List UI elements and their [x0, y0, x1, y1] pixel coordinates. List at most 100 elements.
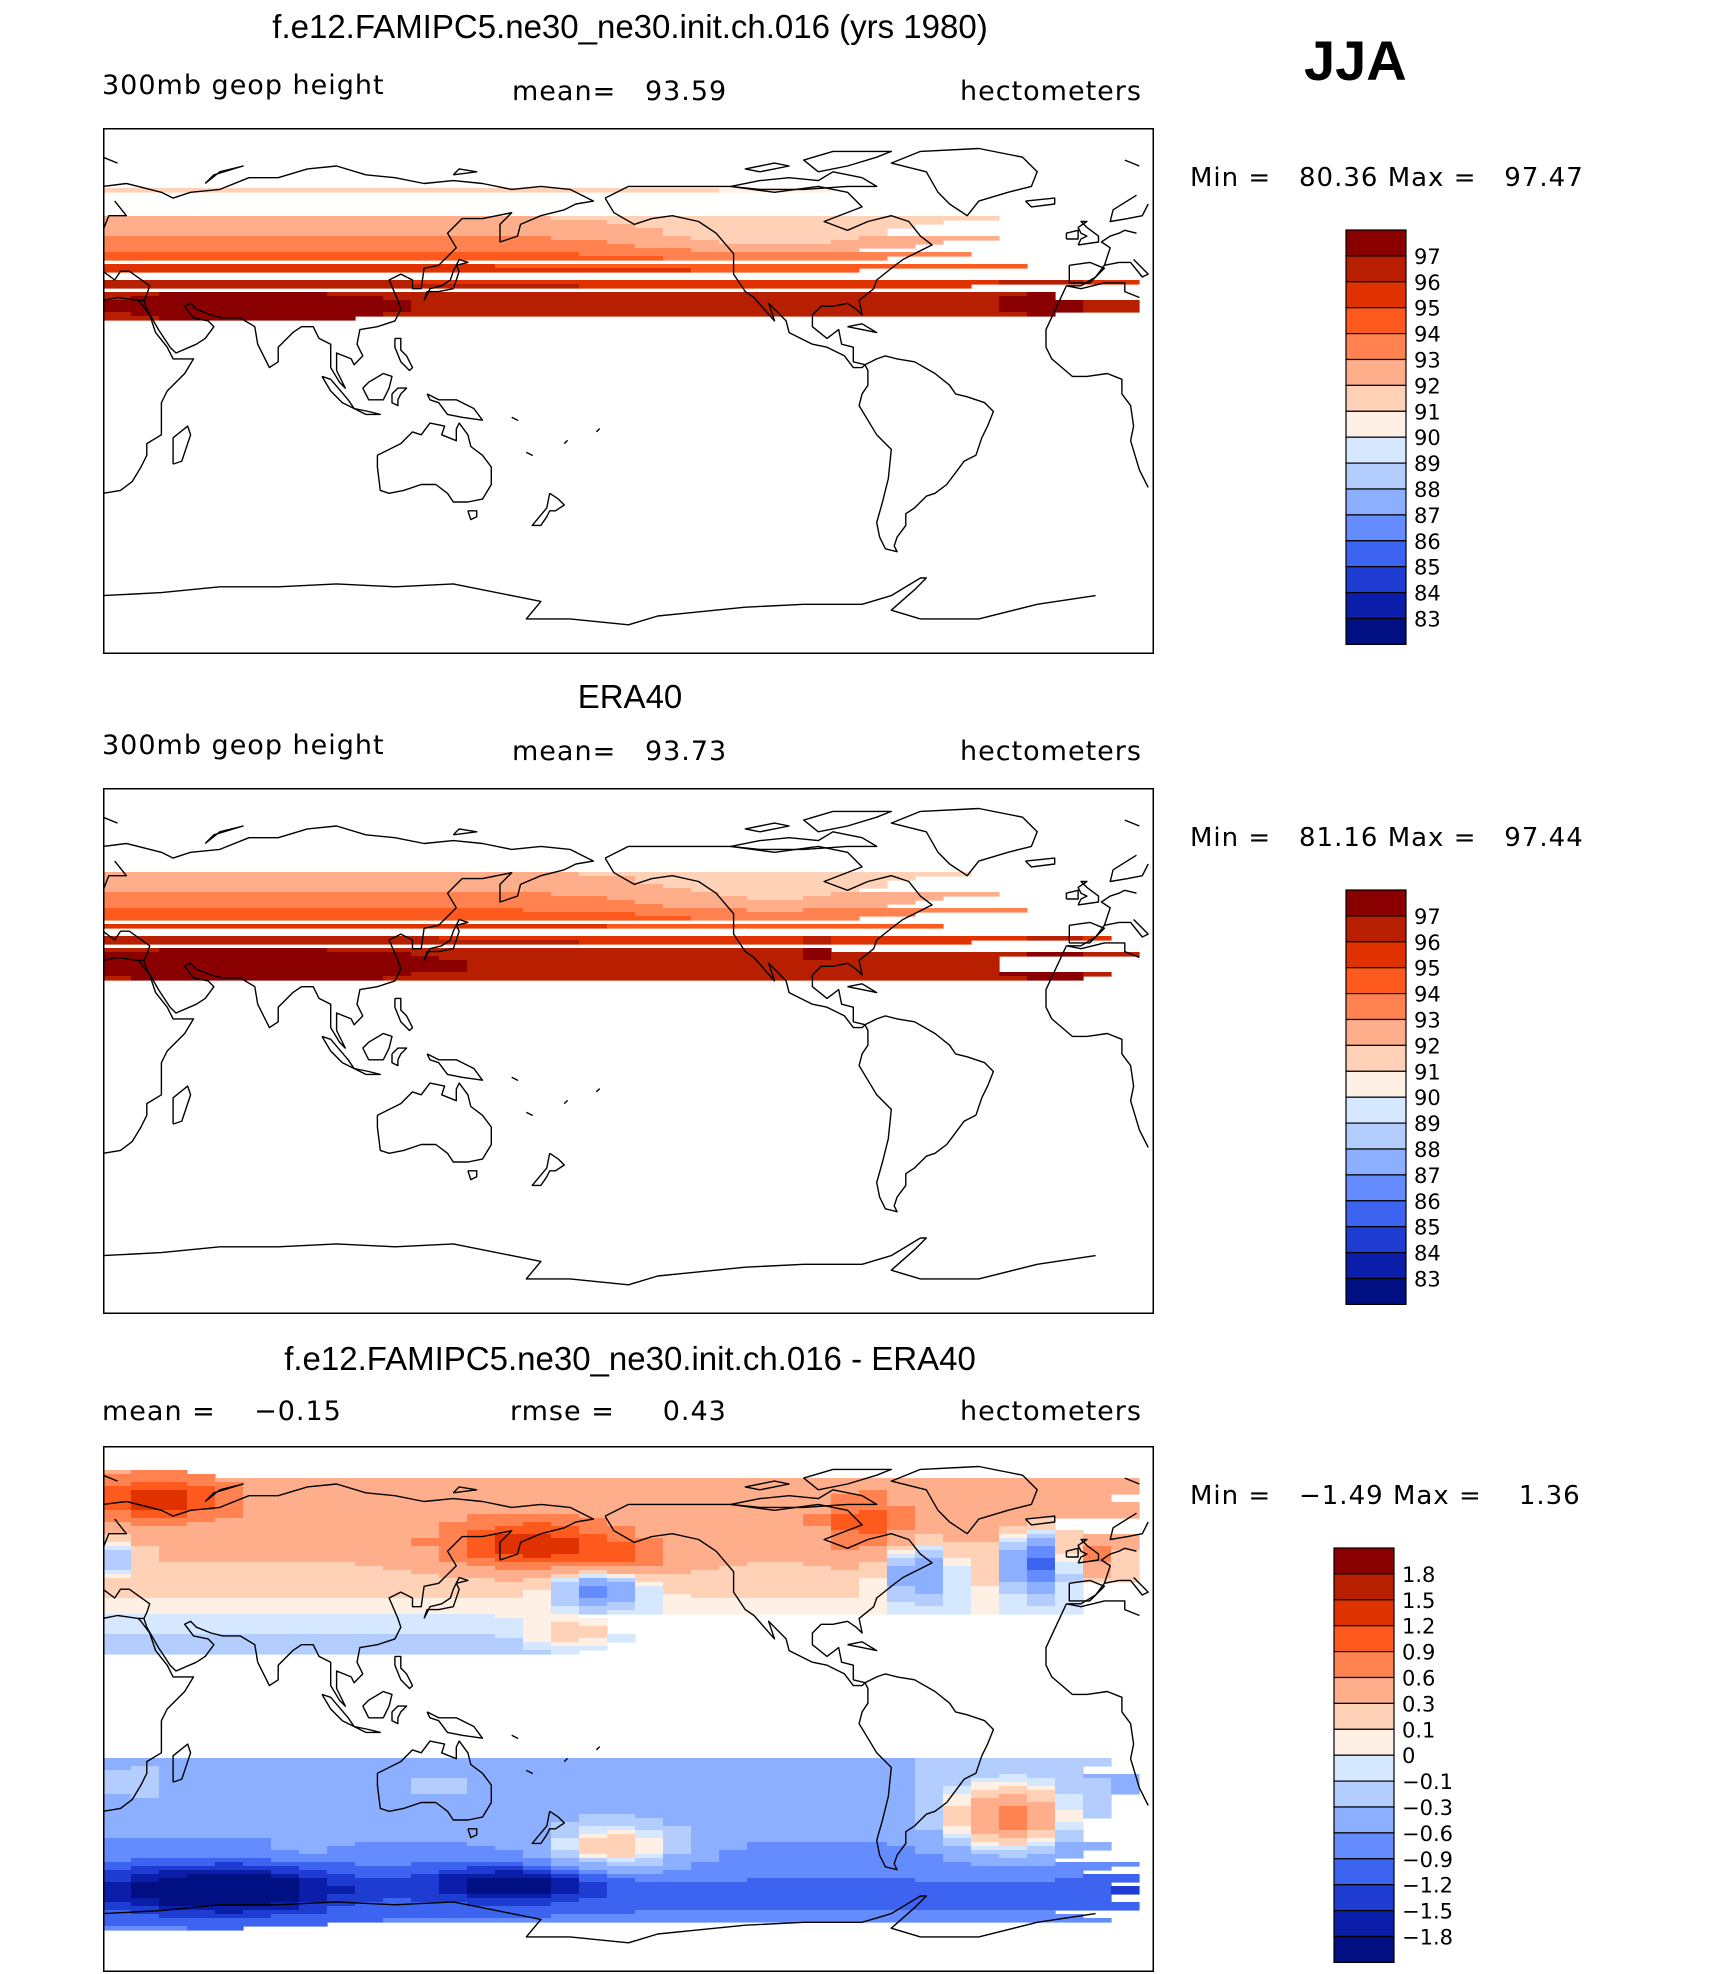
colorbar-swatch	[1345, 307, 1407, 335]
colorbar-swatch	[1333, 1858, 1395, 1886]
coastline	[103, 577, 1096, 626]
colorbar-swatch	[1345, 1148, 1407, 1176]
panel-3-minmax: Min = −1.49 Max = 1.36	[1190, 1481, 1581, 1511]
coastline	[563, 1758, 568, 1763]
colorbar-swatch	[1345, 915, 1407, 943]
colorbar-label: −0.3	[1402, 1796, 1453, 1820]
panel-3-map	[103, 1446, 1154, 1972]
coastline	[452, 168, 478, 176]
colorbar-swatch	[1345, 1200, 1407, 1228]
coastline	[1065, 229, 1079, 240]
colorbar-swatch	[1333, 1780, 1395, 1808]
coastline	[1077, 880, 1100, 906]
colorbar-swatch	[1333, 1754, 1395, 1782]
colorbar-label: 89	[1414, 1112, 1441, 1136]
panel-2-minmax: Min = 81.16 Max = 97.44	[1190, 823, 1584, 853]
coastline	[531, 1810, 565, 1845]
colorbar-label: 95	[1414, 957, 1441, 981]
colorbar-swatch	[1345, 436, 1407, 464]
colorbar-label: −1.2	[1402, 1874, 1453, 1898]
coastline	[511, 1076, 519, 1081]
coastline	[103, 1237, 1096, 1286]
colorbar-label: 94	[1414, 983, 1441, 1007]
colorbar-label: 88	[1414, 478, 1441, 502]
colorbar-swatch	[1345, 332, 1407, 361]
field	[103, 188, 1140, 321]
colorbar-swatch	[1345, 1096, 1407, 1124]
panel-2-min-value: 81.16	[1298, 823, 1379, 853]
coastline	[531, 1152, 565, 1187]
panel-3-max-value: 1.36	[1518, 1481, 1581, 1511]
colorbar-label: 0.6	[1402, 1667, 1435, 1691]
coastline	[394, 1655, 414, 1690]
coastline	[803, 150, 892, 173]
coastline	[353, 407, 381, 416]
coastline	[604, 1503, 933, 1687]
map-frame	[103, 1446, 1154, 1972]
coastline	[730, 1489, 878, 1509]
colorbar-label: −1.8	[1402, 1926, 1453, 1950]
coastline	[362, 1032, 393, 1061]
colorbar-swatch	[1345, 941, 1407, 969]
panel-2-min-label: Min =	[1190, 823, 1272, 853]
colorbar-label: 0.1	[1402, 1718, 1435, 1742]
colorbar-swatch	[1345, 1044, 1407, 1072]
panel-3-max-label: Max =	[1392, 1481, 1482, 1511]
coastline	[1025, 857, 1056, 868]
coastline	[1068, 921, 1106, 944]
coastline	[452, 1486, 478, 1494]
coastline	[1077, 220, 1100, 246]
coastline	[847, 1641, 878, 1652]
coastline	[353, 1725, 381, 1734]
panel-1-max-label: Max =	[1387, 163, 1477, 193]
coastline	[803, 1468, 892, 1491]
coastline	[172, 425, 192, 465]
panel-3-min-label: Min =	[1190, 1481, 1272, 1511]
colorbar-label: 92	[1414, 1034, 1441, 1058]
colorbar-label: 97	[1414, 905, 1441, 929]
colorbar-swatch	[1333, 1573, 1395, 1601]
panel-3-colorbar: 1.81.51.20.90.60.30.10−0.1−0.3−0.6−0.9−1…	[1333, 1547, 1453, 1963]
colorbar-label: 97	[1414, 245, 1441, 269]
coastline	[744, 1480, 790, 1491]
panel-2-mean: mean= 93.73	[512, 736, 728, 767]
coastline	[452, 828, 478, 836]
coastline	[563, 1100, 568, 1105]
colorbar-label: 93	[1414, 349, 1441, 373]
colorbar-label: 87	[1414, 1164, 1441, 1188]
colorbar-swatch	[1333, 1935, 1395, 1963]
colorbar-swatch	[1333, 1884, 1395, 1912]
coastline	[511, 1734, 519, 1739]
coastline	[531, 492, 565, 527]
colorbar-label: 89	[1414, 452, 1441, 476]
colorbar-swatch	[1333, 1547, 1395, 1575]
coastline	[595, 1088, 600, 1093]
panel-3-title: f.e12.FAMIPC5.ne30_ne30.init.ch.016 - ER…	[284, 1340, 976, 1377]
coastline	[103, 816, 1140, 827]
colorbar-swatch	[1345, 229, 1407, 257]
coastline	[423, 1576, 469, 1619]
coastline	[890, 1465, 1038, 1535]
coastline	[1065, 889, 1079, 900]
coastline	[467, 1170, 478, 1181]
colorbar-label: −0.6	[1402, 1822, 1453, 1846]
coastline	[525, 451, 533, 456]
colorbar-swatch	[1345, 358, 1407, 386]
panel-3-units: hectometers	[960, 1396, 1142, 1427]
colorbar-swatch	[1345, 1018, 1407, 1046]
coastline	[394, 997, 414, 1032]
colorbar-swatch	[1345, 281, 1407, 309]
colorbar-label: 95	[1414, 297, 1441, 321]
colorbar-label: 1.2	[1402, 1615, 1435, 1639]
colorbar-swatch	[1333, 1832, 1395, 1860]
colorbar-label: 92	[1414, 374, 1441, 398]
coastline	[511, 416, 519, 421]
coastline	[1065, 1547, 1079, 1558]
panel-1-map	[103, 128, 1154, 654]
coastline	[103, 1474, 1140, 1485]
panel-2-map	[103, 788, 1154, 1314]
coastline	[103, 825, 1149, 1049]
coastlines	[103, 1465, 1149, 1944]
panel-1-title: f.e12.FAMIPC5.ne30_ne30.init.ch.016 (yrs…	[272, 8, 988, 45]
